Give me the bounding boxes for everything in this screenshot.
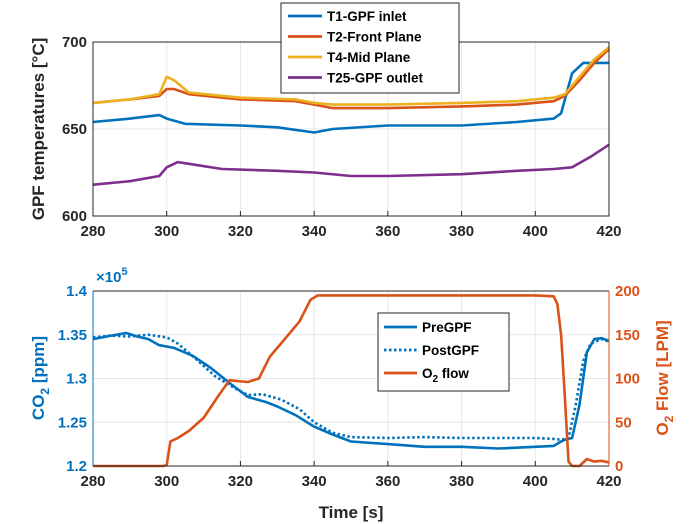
bottom-right-y-tick-3: 150 — [615, 327, 640, 344]
top-series-lines — [92, 46, 610, 186]
bottom-left-y-axis-label: CO2 [ppm] — [29, 336, 52, 420]
y-exponent-label: ×105 — [96, 266, 128, 286]
top-y-tick-0: 600 — [62, 208, 87, 225]
bottom-x-tick-7: 420 — [596, 473, 621, 490]
bottom-y-tick-3: 1.35 — [58, 327, 87, 344]
bottom-right-y-tick-1: 50 — [615, 414, 632, 431]
bottom-y-tick-0: 1.2 — [66, 458, 87, 475]
top-x-tick-5: 380 — [449, 223, 474, 240]
top-series-line-3 — [92, 143, 610, 186]
bottom-series-line-2 — [93, 294, 610, 468]
bottom-x-tick-1: 300 — [154, 473, 179, 490]
bottom-y-tick-2: 1.3 — [66, 371, 87, 388]
top-legend: T1-GPF inlet T2-Front Plane T4-Mid Plane T2… — [280, 2, 460, 94]
top-series-line-0 — [92, 61, 609, 134]
bottom-series-line-0 — [92, 331, 610, 450]
bottom-x-tick-4: 360 — [375, 473, 400, 490]
top-legend-label-0: T1-GPF inlet — [327, 9, 407, 24]
bottom-right-y-axis-label: O2 Flow [LPM] — [653, 320, 676, 435]
top-series-line-2 — [92, 46, 610, 106]
bottom-y-tick-1: 1.25 — [58, 414, 87, 431]
top-x-tick-2: 320 — [228, 223, 253, 240]
top-legend-label-3: T25-GPF outlet — [327, 71, 424, 86]
bottom-x-tick-5: 380 — [449, 473, 474, 490]
bottom-right-y-tick-2: 100 — [615, 371, 640, 388]
top-legend-label-2: T4-Mid Plane — [327, 50, 411, 65]
bottom-x-tick-3: 340 — [302, 473, 327, 490]
top-legend-label-1: T2-Front Plane — [327, 30, 422, 45]
bottom-x-tick-0: 280 — [80, 473, 105, 490]
bottom-y-tick-4: 1.4 — [66, 283, 88, 300]
top-x-tick-labels: 280 300 320 340 360 380 400 420 — [80, 223, 621, 240]
bottom-co2-o2-chart: 280 300 320 340 360 380 400 420 1.21.251.31.351… — [29, 266, 676, 522]
top-x-tick-1: 300 — [154, 223, 179, 240]
bottom-legend-label-0: PreGPF — [422, 320, 472, 335]
bottom-x-tick-2: 320 — [228, 473, 253, 490]
top-x-tick-4: 360 — [375, 223, 400, 240]
bottom-x-axis-label: Time [s] — [319, 503, 384, 522]
top-x-tick-7: 420 — [596, 223, 621, 240]
top-y-axis-label: GPF temperatures [°C] — [29, 38, 48, 221]
bottom-x-tick-labels: 280 300 320 340 360 380 400 420 — [80, 473, 621, 490]
bottom-series-lines — [92, 294, 610, 468]
top-x-tick-3: 340 — [302, 223, 327, 240]
bottom-legend-label-2: O2 flow — [422, 366, 469, 385]
bottom-x-tick-6: 400 — [523, 473, 548, 490]
top-y-tick-labels: 600 650 700 — [62, 34, 87, 225]
top-x-tick-0: 280 — [80, 223, 105, 240]
bottom-legend-label-1: PostGPF — [422, 343, 479, 358]
bottom-right-y-tick-4: 200 — [615, 283, 640, 300]
bottom-right-y-tick-0: 0 — [615, 458, 623, 475]
top-x-tick-6: 400 — [523, 223, 548, 240]
bottom-legend: PreGPF PostGPF O2 flow — [377, 312, 510, 392]
top-y-tick-1: 650 — [62, 121, 87, 138]
bottom-y-tick-labels: 1.2 1.25 1.3 1.35 1.4 — [58, 283, 88, 475]
top-y-tick-2: 700 — [62, 34, 87, 51]
bottom-right-y-tick-labels: 0 50 100 150 200 — [615, 283, 640, 475]
top-temperature-chart: 280 300 320 340 360 380 400 420 600 650 700 GPF t… — [29, 2, 622, 240]
